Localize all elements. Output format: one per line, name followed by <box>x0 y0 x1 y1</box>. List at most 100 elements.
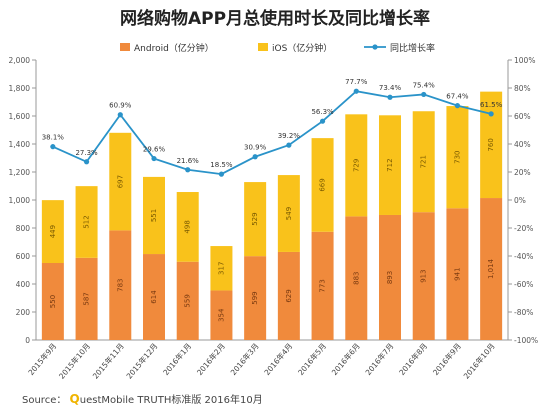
bar-ios <box>143 176 165 255</box>
source-text: uestMobile TRUTH标准版 2016年10月 <box>79 395 263 406</box>
bar-label-ios: 529 <box>251 212 259 225</box>
bar-label-android: 1,014 <box>487 258 495 279</box>
bar-android <box>244 256 267 340</box>
growth-point <box>454 103 461 109</box>
bar-ios <box>345 114 368 217</box>
left-tick-label: 1,000 <box>9 196 31 205</box>
bar-label-ios: 512 <box>83 215 91 228</box>
source-note: Source： QuestMobile TRUTH标准版 2016年10月 <box>22 391 263 406</box>
x-tick-label: 2016年10月 <box>461 341 497 381</box>
growth-label: 29.6% <box>143 146 166 154</box>
legend-swatch <box>120 43 130 51</box>
bar-android <box>277 251 300 340</box>
bar-android <box>379 214 401 340</box>
growth-line-path <box>52 90 492 176</box>
growth-point <box>185 167 191 173</box>
growth-point <box>83 159 90 165</box>
bar-android <box>41 263 64 340</box>
bar-label-android: 614 <box>150 290 158 304</box>
bar-label-ios: 449 <box>49 225 57 238</box>
bar-label-android: 941 <box>453 267 461 280</box>
growth-point <box>319 118 326 124</box>
growth-label: 77.7% <box>345 78 368 86</box>
bar-label-ios: 551 <box>150 209 158 222</box>
bar-label-ios: 697 <box>116 175 124 188</box>
growth-point <box>488 111 494 117</box>
bar-label-ios: 729 <box>352 159 360 172</box>
bar-ios <box>446 106 469 209</box>
bar-ios <box>244 182 267 257</box>
growth-point <box>252 154 258 160</box>
bar-label-ios: 712 <box>386 158 394 171</box>
questmobile-logo-q: Q <box>69 392 80 406</box>
growth-label: 18.5% <box>210 161 233 169</box>
bar-android <box>210 290 233 340</box>
bar-ios <box>75 186 98 258</box>
bar-ios <box>41 200 64 263</box>
x-tick-label: 2016年1月 <box>161 341 194 377</box>
growth-label: 73.4% <box>379 84 402 92</box>
bar-label-ios: 317 <box>217 262 225 275</box>
right-tick-label: -20% <box>514 224 533 233</box>
bar-label-android: 883 <box>352 272 360 285</box>
legend-label: Android（亿分钟） <box>134 42 214 54</box>
x-tick-label: 2016年6月 <box>329 341 362 377</box>
legend-swatch <box>258 43 268 51</box>
x-tick-label: 2015年10月 <box>56 341 92 381</box>
left-tick-label: 1,400 <box>9 140 31 149</box>
bar-android <box>480 198 503 340</box>
growth-point <box>151 155 157 162</box>
x-tick-label: 2016年4月 <box>262 341 295 377</box>
right-tick-label: -40% <box>514 252 533 261</box>
left-tick-label: 0 <box>25 336 30 345</box>
bar-ios <box>109 132 132 231</box>
bar-android <box>446 208 469 340</box>
growth-label: 75.4% <box>413 81 436 89</box>
growth-label: 61.5% <box>480 101 503 109</box>
bar-label-android: 354 <box>217 308 225 322</box>
bar-android <box>412 212 435 340</box>
bar-label-ios: 549 <box>285 207 293 220</box>
bar-label-android: 913 <box>420 269 428 282</box>
bar-ios <box>412 111 435 213</box>
bar-android <box>311 231 334 340</box>
growth-point <box>286 142 292 148</box>
bars: 550 449 587 512 783 697 614 551 559 498 354 317 599 5… <box>41 91 503 340</box>
growth-point <box>353 88 359 94</box>
left-tick-label: 600 <box>16 252 31 261</box>
bar-label-android: 559 <box>184 294 192 307</box>
right-tick-label: 0% <box>514 196 526 205</box>
bar-ios <box>176 192 199 262</box>
growth-label: 60.9% <box>109 102 132 110</box>
bar-label-android: 550 <box>49 295 57 308</box>
x-tick-label: 2016年8月 <box>397 341 430 377</box>
growth-label: 56.3% <box>311 108 334 116</box>
left-tick-label: 400 <box>16 280 31 289</box>
bar-label-ios: 721 <box>420 155 428 168</box>
bar-ios <box>480 91 503 199</box>
growth-label: 30.9% <box>244 144 267 152</box>
growth-point <box>218 171 225 177</box>
growth-point <box>117 112 123 118</box>
bar-label-android: 893 <box>386 271 394 284</box>
right-tick-label: -60% <box>514 280 533 289</box>
growth-label: 21.6% <box>177 157 200 165</box>
bar-label-ios: 498 <box>184 220 192 233</box>
x-tick-label: 2016年7月 <box>363 341 396 377</box>
growth-point <box>387 94 393 100</box>
chart-title: 网络购物APP月总使用时长及同比增长率 <box>120 8 430 29</box>
source-prefix: Source： <box>22 395 67 406</box>
bar-android <box>75 257 98 340</box>
x-tick-label: 2016年2月 <box>194 341 227 377</box>
x-tick-label: 2016年5月 <box>295 341 328 377</box>
bar-label-android: 587 <box>83 292 91 305</box>
bar-label-ios: 760 <box>487 138 495 151</box>
x-tick-label: 2015年12月 <box>124 341 160 381</box>
left-tick-label: 2,000 <box>9 56 31 65</box>
legend-label: iOS（亿分钟） <box>272 42 332 54</box>
bar-ios <box>210 246 233 291</box>
growth-label: 38.1% <box>42 134 65 142</box>
left-tick-label: 1,600 <box>9 112 31 121</box>
